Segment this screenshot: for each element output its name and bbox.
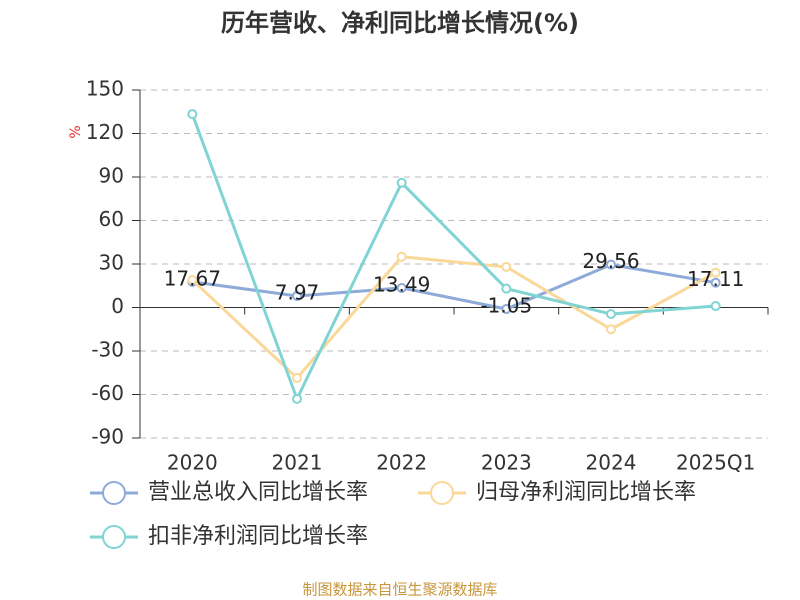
data-label: -1.05 xyxy=(480,294,532,318)
y-tick-label: -30 xyxy=(91,338,124,362)
data-point xyxy=(710,267,721,278)
y-tick-label: 90 xyxy=(99,164,124,188)
legend-label: 扣非净利润同比增长率 xyxy=(148,524,368,549)
series-line xyxy=(192,263,716,311)
data-point xyxy=(501,283,512,294)
data-point xyxy=(606,324,616,335)
y-axis-label: % xyxy=(68,125,84,138)
data-point xyxy=(292,372,302,383)
data-point xyxy=(501,261,512,272)
data-point xyxy=(710,277,721,288)
x-tick-label: 2025Q1 xyxy=(676,451,755,475)
x-tick-label: 2020 xyxy=(167,451,218,475)
data-label: 7.97 xyxy=(275,280,320,304)
series-line xyxy=(191,255,717,381)
data-point xyxy=(396,282,407,293)
data-label: 29.56 xyxy=(582,249,639,273)
data-point xyxy=(396,177,407,188)
y-tick-label: -90 xyxy=(91,425,124,449)
data-label: 17.11 xyxy=(687,267,744,291)
data-point xyxy=(396,251,407,262)
legend-marker xyxy=(102,525,126,549)
y-tick-label: 120 xyxy=(86,120,124,144)
y-tick-label: 150 xyxy=(86,77,124,101)
data-label: 17.67 xyxy=(164,266,221,290)
data-point xyxy=(606,259,616,270)
chart-title: 历年营收、净利同比增长情况(%) xyxy=(221,9,579,37)
source-note: 制图数据来自恒生聚源数据库 xyxy=(302,581,497,599)
y-tick-label: 0 xyxy=(111,294,124,318)
y-tick-label: -60 xyxy=(91,381,124,405)
y-tick-label: 60 xyxy=(99,207,124,231)
y-tick-label: 30 xyxy=(99,251,124,275)
series-line xyxy=(190,113,716,403)
x-tick-label: 2024 xyxy=(586,451,637,475)
data-point xyxy=(187,109,198,120)
legend-marker xyxy=(430,481,454,505)
data-point xyxy=(501,304,512,315)
x-tick-label: 2023 xyxy=(481,451,532,475)
legend-label: 归母净利润同比增长率 xyxy=(476,480,696,505)
data-point xyxy=(710,301,721,312)
data-point xyxy=(606,309,616,320)
legend-marker xyxy=(102,481,126,505)
data-label: 13.49 xyxy=(373,272,430,296)
x-tick-label: 2022 xyxy=(376,451,427,475)
data-point xyxy=(292,290,302,301)
x-tick-label: 2021 xyxy=(272,451,323,475)
legend-label: 营业总收入同比增长率 xyxy=(148,480,368,505)
data-point xyxy=(187,274,198,285)
data-point xyxy=(292,393,302,404)
